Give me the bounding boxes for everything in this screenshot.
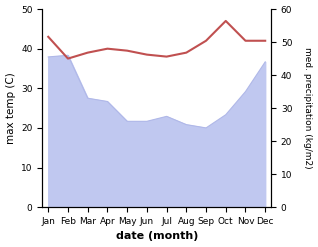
Y-axis label: max temp (C): max temp (C) bbox=[5, 72, 16, 144]
X-axis label: date (month): date (month) bbox=[115, 231, 198, 242]
Y-axis label: med. precipitation (kg/m2): med. precipitation (kg/m2) bbox=[303, 47, 313, 169]
